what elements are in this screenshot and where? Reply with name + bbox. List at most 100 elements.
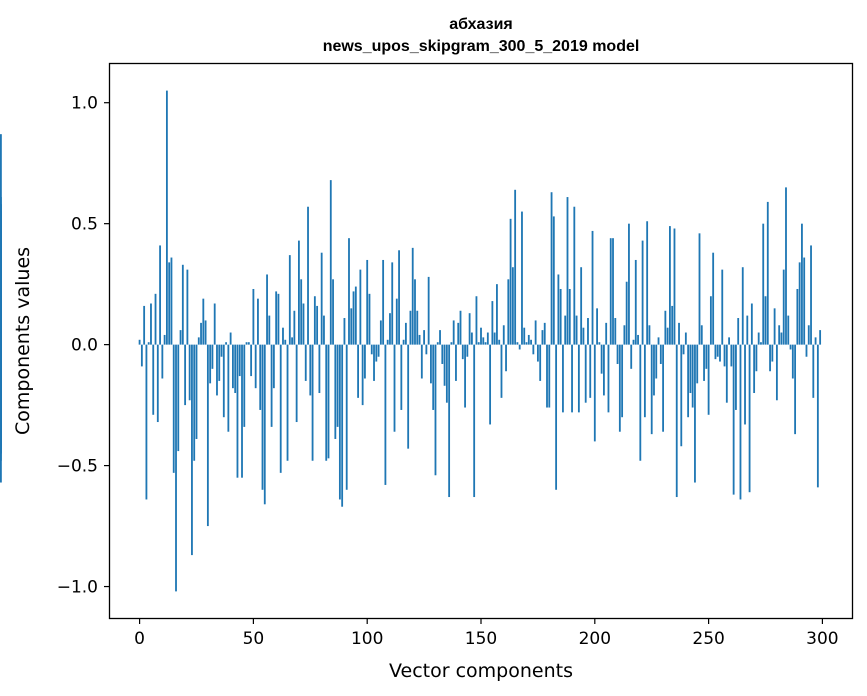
bar-29 (204, 320, 207, 345)
bar-227 (655, 344, 658, 379)
bar-74 (307, 206, 309, 345)
chart-subtitle: news_upos_skipgram_300_5_2019 model (323, 38, 640, 55)
bar-249 (705, 344, 708, 369)
bar-65 (286, 344, 289, 461)
bar-220 (639, 344, 642, 461)
bar-238 (680, 344, 683, 447)
bar-63 (282, 327, 284, 345)
bar-111 (391, 262, 394, 345)
bar-206 (607, 344, 610, 413)
bar-165 (514, 189, 517, 345)
bar-259 (728, 337, 730, 345)
bar-295 (810, 245, 812, 345)
bar-170 (525, 342, 528, 345)
bar-18 (179, 330, 182, 345)
bar-114 (398, 250, 400, 345)
bar-226 (653, 344, 655, 396)
bar-10 (161, 344, 164, 379)
bar-45 (241, 344, 243, 478)
bar-177 (541, 330, 544, 345)
bar-60 (275, 291, 278, 345)
bar-2 (143, 305, 146, 345)
bar-266 (744, 344, 746, 425)
bar-264 (739, 344, 742, 500)
bar-8 (156, 344, 159, 423)
bar-283 (782, 269, 785, 345)
bar-274 (762, 223, 765, 345)
bar-102 (370, 344, 373, 355)
bar-142 (461, 344, 464, 360)
y-axis-label: Components values (12, 247, 34, 435)
bar-116 (402, 339, 405, 345)
bar-37 (222, 344, 225, 418)
bar-256 (721, 269, 724, 345)
bar-205 (605, 322, 608, 345)
bar-230 (662, 344, 664, 432)
bar-215 (628, 223, 630, 345)
bar-104 (375, 344, 378, 362)
bar-49 (250, 344, 253, 377)
bar-141 (459, 310, 462, 345)
bar-275 (764, 296, 767, 345)
bar-120 (411, 247, 414, 345)
bar-36 (220, 344, 223, 357)
bar-287 (791, 344, 794, 379)
bar-237 (678, 322, 680, 345)
bar-293 (805, 344, 808, 357)
bar-222 (643, 344, 646, 418)
bar-53 (259, 344, 262, 410)
bar-131 (436, 342, 439, 345)
bar-298 (816, 344, 819, 488)
bar-207 (609, 238, 612, 345)
bar-208 (612, 238, 614, 345)
bar-299 (819, 330, 822, 345)
bar-9 (159, 245, 161, 345)
bar-75 (309, 344, 312, 396)
bar-272 (757, 332, 760, 345)
bar-56 (266, 274, 268, 345)
bar-173 (532, 344, 535, 355)
bar-279 (773, 308, 776, 345)
bar-134 (443, 344, 446, 386)
bar-undefined (0, 226, 2, 345)
bar-240 (684, 332, 687, 345)
bar-83 (327, 344, 330, 459)
bar-143 (464, 344, 466, 408)
bar-281 (778, 325, 781, 345)
bar-5 (150, 303, 152, 345)
bar-285 (787, 315, 790, 345)
bar-175 (536, 344, 539, 362)
bar-122 (416, 310, 419, 345)
bar-6 (152, 344, 155, 415)
bar-129 (432, 344, 435, 410)
bar-123 (418, 334, 421, 345)
bar-251 (709, 296, 712, 345)
bar-217 (632, 339, 635, 345)
bar-73 (304, 344, 307, 381)
bar-164 (511, 267, 514, 345)
bar-26 (197, 337, 200, 345)
bar-221 (641, 240, 644, 345)
bar-52 (257, 298, 259, 345)
bar-64 (284, 339, 287, 345)
bar-265 (741, 267, 744, 345)
bar-195 (582, 327, 585, 345)
bar-193 (577, 344, 580, 413)
bar-69 (295, 344, 298, 423)
bar-121 (414, 279, 416, 345)
bar-99 (364, 344, 366, 379)
bars-group (0, 90, 822, 592)
bar-201 (596, 308, 598, 345)
x-axis-label: Vector components (389, 660, 573, 682)
bar-235 (673, 228, 676, 345)
bar-234 (671, 305, 674, 345)
bar-280 (775, 344, 778, 401)
bar-58 (270, 344, 273, 427)
x-tick-label: 200 (579, 629, 611, 649)
bar-87 (336, 344, 339, 427)
bar-84 (329, 180, 332, 345)
bar-17 (177, 344, 180, 452)
bar-257 (723, 344, 726, 367)
bar-77 (313, 296, 316, 345)
bar-229 (659, 344, 662, 364)
